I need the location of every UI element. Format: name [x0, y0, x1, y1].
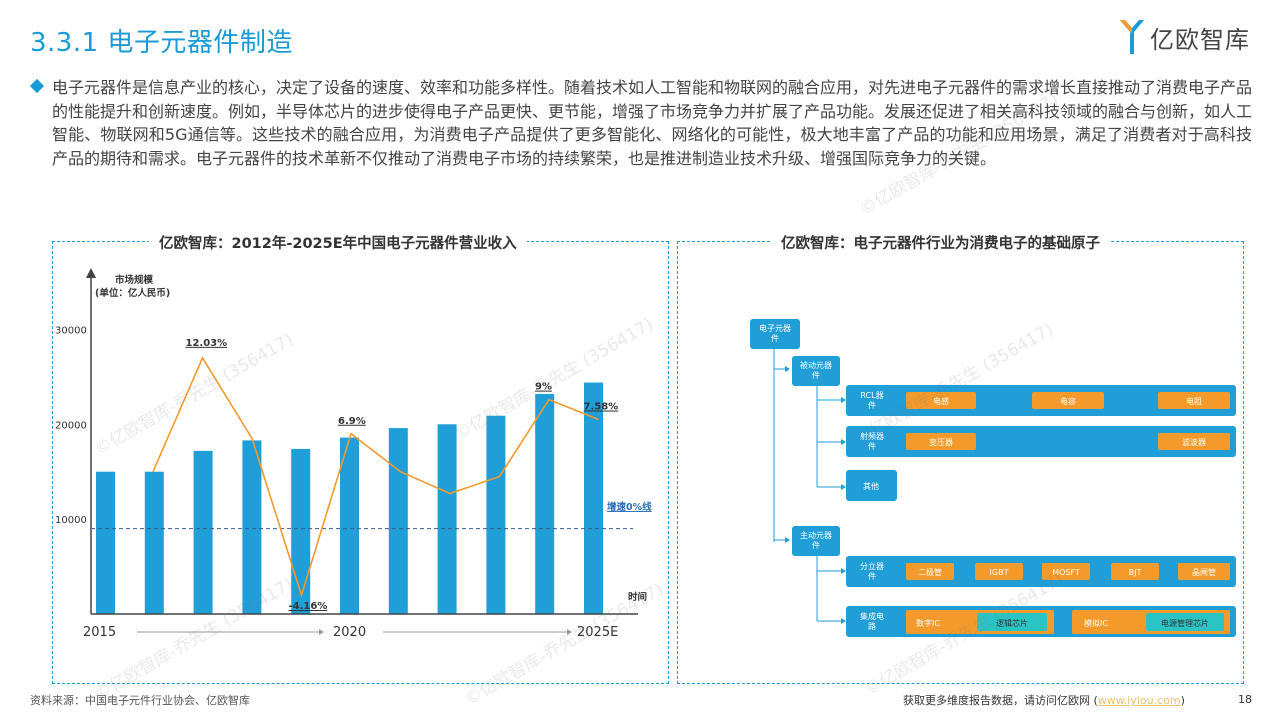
- bar: [388, 428, 408, 614]
- item-diode-label: 二极管: [918, 567, 942, 577]
- component-tree: 电子元器件 被动元器件 主动元器件 RCL器件 电感 电容 电阻 射频器件 变压…: [750, 319, 1236, 637]
- logo-icon: [1118, 18, 1146, 56]
- bar: [584, 382, 603, 614]
- source-note: 资料来源：中国电子元件行业协会、亿欧智库: [30, 694, 250, 707]
- item-transformer-label: 变压器: [929, 437, 953, 447]
- page-number: 18: [1238, 693, 1252, 706]
- revenue-chart: 市场规模 (单位：亿人民币) 时间 2015 2020 2025E 10000 2…: [55, 268, 652, 640]
- node-passive-label: 被动元器件: [800, 361, 832, 380]
- growth-label: 6.9%: [338, 416, 366, 427]
- node-passive: [792, 356, 840, 386]
- row-discrete: [846, 556, 1236, 587]
- footer-close: ): [1180, 694, 1185, 707]
- growth-line: [152, 356, 599, 598]
- item-inductor-label: 电感: [933, 396, 949, 406]
- item-diode: [906, 563, 954, 580]
- item-analog-ic-label: 模拟IC: [1084, 618, 1108, 628]
- item-logic-chip: [977, 613, 1047, 631]
- item-thyristor-label: 晶闸管: [1192, 567, 1216, 577]
- chart-panel: 亿欧智库：2012年-2025E年中国电子元器件营业收入 市场规模 (单位：亿人…: [52, 232, 669, 684]
- bar: [242, 440, 262, 614]
- item-inductor: [906, 392, 976, 409]
- row-rcl-label: RCL器件: [860, 390, 884, 410]
- item-igbt-label: IGBT: [990, 568, 1009, 577]
- item-mosft-label: MOSFT: [1052, 568, 1080, 577]
- y-axis-unit: (单位：亿人民币): [95, 287, 170, 299]
- diagram-title: 亿欧智库：电子元器件行业为消费电子的基础原子: [771, 232, 1110, 253]
- item-thyristor: [1178, 563, 1230, 580]
- item-logic-chip-label: 逻辑芯片: [996, 618, 1028, 628]
- page-title: 3.3.1 电子元器件制造: [30, 28, 293, 58]
- row-ic-label: 集成电路: [860, 611, 884, 631]
- node-active: [792, 526, 840, 556]
- item-capacitor-label: 电容: [1060, 396, 1076, 406]
- x-axis-label: 时间: [628, 591, 647, 603]
- growth-label: 12.03%: [186, 338, 228, 349]
- bar: [291, 448, 311, 614]
- growth-label: -4.16%: [289, 601, 328, 612]
- node-root: [750, 319, 800, 349]
- row-rf-label: 射频器件: [860, 431, 884, 451]
- item-filter: [1158, 433, 1230, 450]
- item-igbt: [975, 563, 1023, 580]
- item-filter-label: 滤波器: [1182, 437, 1206, 447]
- intro-text: 电子元器件是信息产业的核心，决定了设备的速度、效率和功能多样性。随着技术如人工智…: [52, 78, 1253, 168]
- item-power-chip: [1146, 613, 1224, 631]
- bar: [535, 393, 555, 614]
- bar: [193, 450, 213, 614]
- node-other: [846, 470, 897, 501]
- logo-text: 亿欧智库: [1150, 25, 1250, 54]
- item-digital-ic-label: 数字IC: [916, 618, 940, 628]
- node-other-label: 其他: [863, 481, 879, 491]
- node-active-label: 主动元器件: [800, 531, 832, 550]
- item-resistor-label: 电阻: [1186, 396, 1202, 406]
- bar: [486, 415, 506, 614]
- footer-text: 获取更多维度报告数据，请访问亿欧网 (: [903, 694, 1098, 707]
- chart-title: 亿欧智库：2012年-2025E年中国电子元器件营业收入: [149, 232, 527, 253]
- x-label-start: 2015: [83, 625, 116, 640]
- logo: 亿欧智库: [1118, 18, 1250, 56]
- item-bjt-label: BJT: [1129, 568, 1142, 577]
- diamond-bullet-icon: [29, 76, 52, 170]
- node-root-label: 电子元器件: [759, 324, 791, 343]
- x-label-end: 2025E: [577, 625, 618, 640]
- footer-note: 获取更多维度报告数据，请访问亿欧网 (www.iyiou.com): [903, 692, 1185, 708]
- diagram-panel: 亿欧智库：电子元器件行业为消费电子的基础原子 电子元器件 被动元器件 主动元器件: [677, 232, 1244, 684]
- footer-link[interactable]: www.iyiou.com: [1097, 694, 1181, 707]
- growth-label: 9%: [535, 382, 552, 393]
- y-axis-arrow: [86, 268, 96, 278]
- bar: [437, 424, 457, 614]
- y-tick-label: 30000: [55, 325, 87, 336]
- intro-paragraph: 电子元器件是信息产业的核心，决定了设备的速度、效率和功能多样性。随着技术如人工智…: [29, 76, 1253, 170]
- x-arrow-1-head: [319, 629, 324, 635]
- x-label-mid: 2020: [333, 625, 366, 640]
- y-tick-label: 20000: [55, 420, 87, 431]
- item-capacitor: [1032, 392, 1104, 409]
- zero-growth-label: 增速0%线: [607, 501, 652, 513]
- y-axis-label: 市场规模: [115, 274, 154, 286]
- bar: [96, 471, 115, 614]
- item-mosft: [1042, 563, 1090, 580]
- item-transformer: [906, 433, 976, 450]
- item-bjt: [1111, 563, 1159, 580]
- bar: [144, 471, 164, 614]
- x-arrow-2-head: [567, 629, 572, 635]
- item-power-chip-label: 电源管理芯片: [1161, 618, 1209, 628]
- y-tick-label: 10000: [55, 515, 87, 526]
- growth-label: 7.58%: [584, 402, 619, 413]
- item-resistor: [1158, 392, 1230, 409]
- row-discrete-label: 分立器件: [860, 561, 884, 581]
- bar: [340, 437, 359, 614]
